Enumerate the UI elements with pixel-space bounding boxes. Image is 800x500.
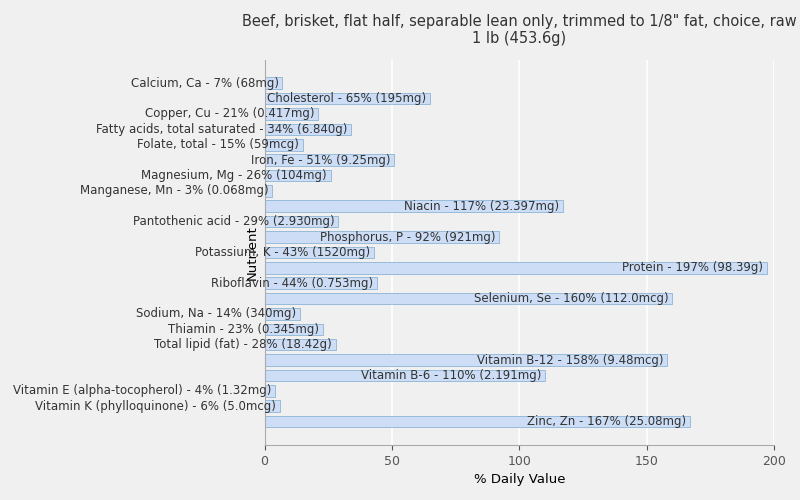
- Bar: [265, 246, 374, 258]
- Bar: [265, 200, 562, 212]
- Bar: [265, 170, 330, 181]
- Text: Copper, Cu - 21% (0.417mg): Copper, Cu - 21% (0.417mg): [145, 108, 314, 120]
- Text: Vitamin B-6 - 110% (2.191mg): Vitamin B-6 - 110% (2.191mg): [361, 369, 541, 382]
- Text: Fatty acids, total saturated - 34% (6.840g): Fatty acids, total saturated - 34% (6.84…: [96, 123, 347, 136]
- Y-axis label: Nutrient: Nutrient: [246, 225, 259, 280]
- Bar: [265, 308, 300, 320]
- Text: Vitamin E (alpha-tocopherol) - 4% (1.32mg): Vitamin E (alpha-tocopherol) - 4% (1.32m…: [13, 384, 271, 398]
- Bar: [265, 385, 274, 396]
- Text: Iron, Fe - 51% (9.25mg): Iron, Fe - 51% (9.25mg): [251, 154, 390, 166]
- Bar: [265, 400, 280, 412]
- Text: Thiamin - 23% (0.345mg): Thiamin - 23% (0.345mg): [168, 323, 319, 336]
- Text: Vitamin B-12 - 158% (9.48mcg): Vitamin B-12 - 158% (9.48mcg): [477, 354, 663, 366]
- Bar: [265, 339, 336, 350]
- Bar: [265, 124, 351, 135]
- Text: Protein - 197% (98.39g): Protein - 197% (98.39g): [622, 262, 762, 274]
- Bar: [265, 139, 302, 150]
- Bar: [265, 278, 377, 289]
- Text: Total lipid (fat) - 28% (18.42g): Total lipid (fat) - 28% (18.42g): [154, 338, 332, 351]
- Bar: [265, 324, 323, 335]
- Bar: [265, 78, 282, 89]
- Text: Manganese, Mn - 3% (0.068mg): Manganese, Mn - 3% (0.068mg): [80, 184, 268, 198]
- Bar: [265, 231, 499, 243]
- Text: Phosphorus, P - 92% (921mg): Phosphorus, P - 92% (921mg): [320, 230, 495, 243]
- Text: Riboflavin - 44% (0.753mg): Riboflavin - 44% (0.753mg): [210, 276, 373, 289]
- Text: Zinc, Zn - 167% (25.08mg): Zinc, Zn - 167% (25.08mg): [527, 415, 686, 428]
- Bar: [265, 293, 672, 304]
- Bar: [265, 185, 272, 196]
- Bar: [265, 370, 545, 381]
- Bar: [265, 354, 667, 366]
- Text: Cholesterol - 65% (195mg): Cholesterol - 65% (195mg): [267, 92, 426, 105]
- Bar: [265, 216, 338, 228]
- Text: Niacin - 117% (23.397mg): Niacin - 117% (23.397mg): [404, 200, 559, 213]
- Text: Selenium, Se - 160% (112.0mcg): Selenium, Se - 160% (112.0mcg): [474, 292, 669, 305]
- Text: Vitamin K (phylloquinone) - 6% (5.0mcg): Vitamin K (phylloquinone) - 6% (5.0mcg): [35, 400, 276, 412]
- Text: Potassium, K - 43% (1520mg): Potassium, K - 43% (1520mg): [195, 246, 370, 259]
- Text: Magnesium, Mg - 26% (104mg): Magnesium, Mg - 26% (104mg): [142, 169, 327, 182]
- Title: Beef, brisket, flat half, separable lean only, trimmed to 1/8" fat, choice, raw
: Beef, brisket, flat half, separable lean…: [242, 14, 797, 46]
- Bar: [265, 416, 690, 428]
- Bar: [265, 154, 394, 166]
- Text: Folate, total - 15% (59mcg): Folate, total - 15% (59mcg): [137, 138, 299, 151]
- Bar: [265, 93, 430, 104]
- Text: Sodium, Na - 14% (340mg): Sodium, Na - 14% (340mg): [136, 308, 296, 320]
- Bar: [265, 262, 766, 274]
- Text: Pantothenic acid - 29% (2.930mg): Pantothenic acid - 29% (2.930mg): [133, 215, 334, 228]
- Text: Calcium, Ca - 7% (68mg): Calcium, Ca - 7% (68mg): [130, 76, 278, 90]
- Bar: [265, 108, 318, 120]
- X-axis label: % Daily Value: % Daily Value: [474, 473, 565, 486]
